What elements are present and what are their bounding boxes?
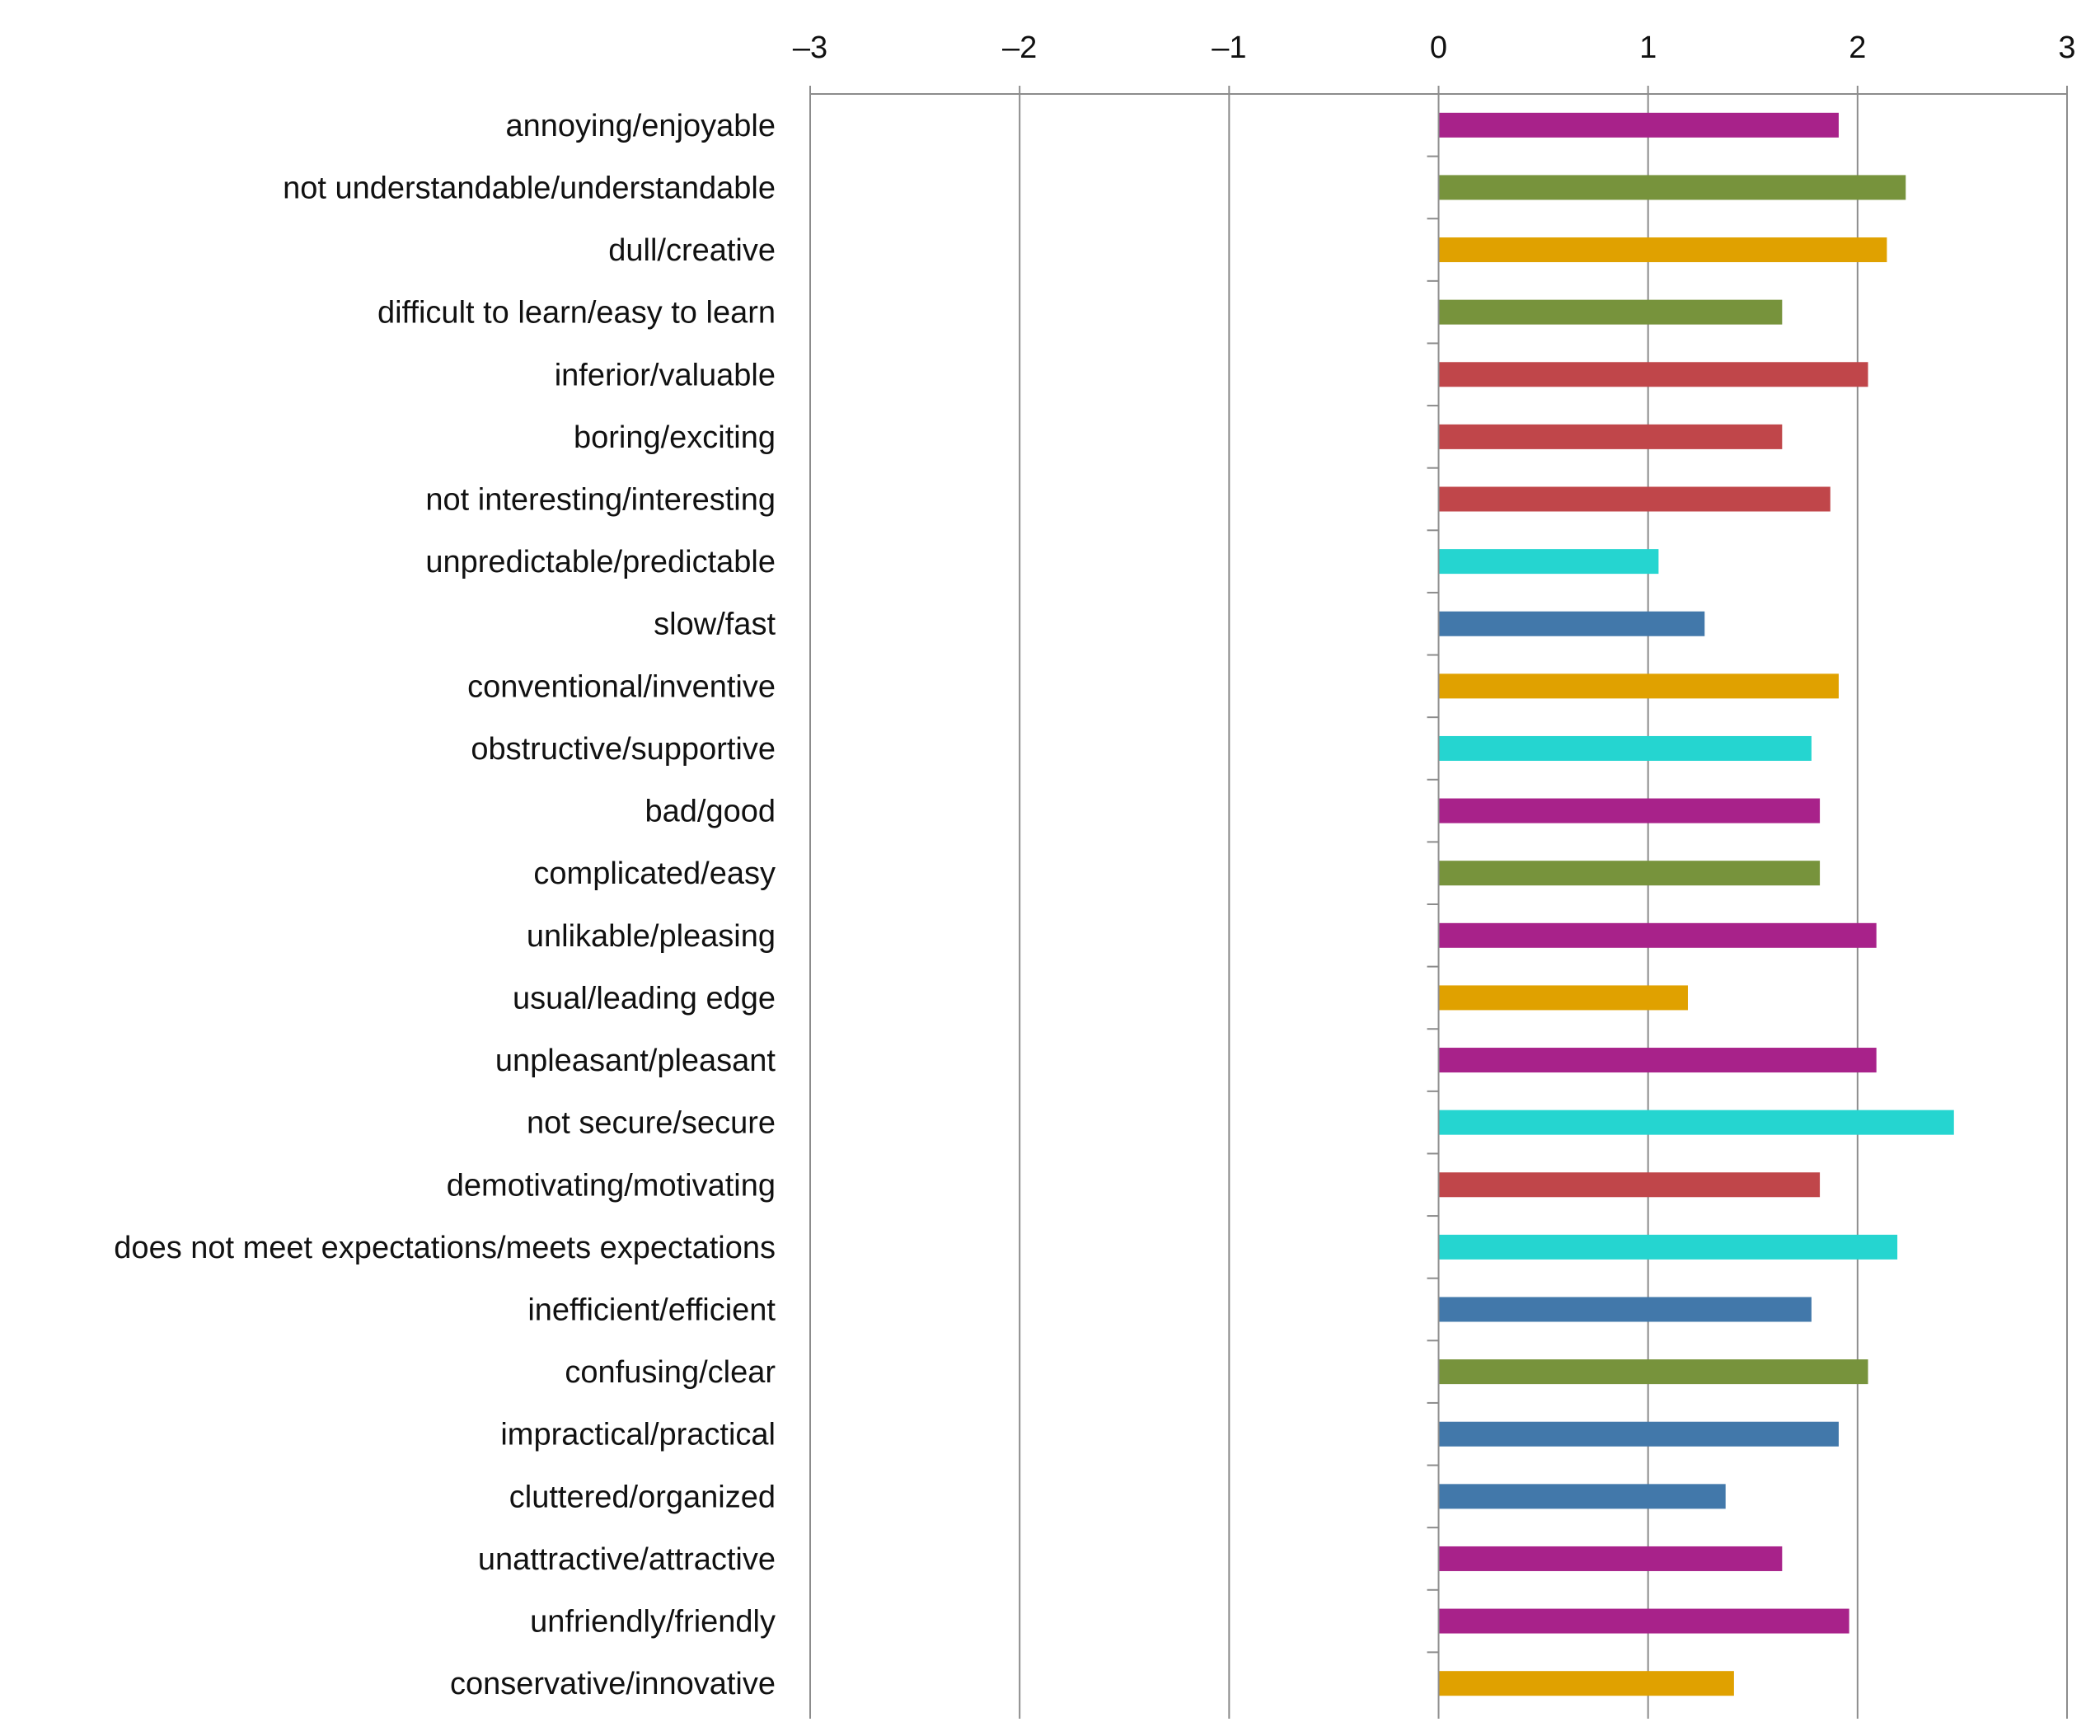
category-label: unpredictable/predictable [425,545,776,579]
category-label: difficult to learn/easy to learn [377,296,776,331]
x-tick-label: –2 [1002,30,1037,65]
x-tick-label: 2 [1849,30,1866,65]
x-tick-label: –3 [793,30,827,65]
bar [1438,922,1877,948]
category-label: not interesting/interesting [425,483,776,518]
bar [1438,1546,1783,1571]
category-label: boring/exciting [574,420,776,455]
category-label: conservative/innovative [450,1667,776,1701]
bar [1438,299,1783,325]
category-label: dull/creative [608,233,776,268]
category-label: unpleasant/pleasant [495,1044,776,1078]
bar [1438,1297,1812,1322]
category-label: does not meet expectations/meets expecta… [114,1231,776,1265]
bar [1438,1359,1868,1385]
category-labels: annoying/enjoyable not understandable/und… [114,109,776,1701]
axes [809,86,2068,1719]
category-label: conventional/inventive [467,669,776,704]
bar [1438,1172,1821,1198]
category-label: slow/fast [654,608,776,642]
bar [1438,673,1839,699]
bar [1438,861,1821,886]
category-label: inefficient/efficient [527,1293,776,1328]
category-label: annoying/enjoyable [506,109,776,143]
bar [1438,1234,1898,1260]
bar [1438,1048,1877,1073]
bar [1438,1484,1726,1509]
category-label: not secure/secure [527,1106,776,1141]
x-tick-label: –1 [1212,30,1246,65]
category-label: complicated/easy [533,856,776,891]
bar [1438,611,1705,636]
bar [1438,175,1906,200]
bar [1438,237,1887,263]
bar [1438,798,1821,823]
bar [1438,1421,1839,1447]
bar [1438,1110,1954,1135]
category-label: bad/good [645,795,776,829]
category-label: unfriendly/friendly [530,1605,776,1640]
bars [1438,112,1954,1696]
category-label: not understandable/understandable [283,171,776,205]
bar [1438,1671,1734,1696]
bar [1438,985,1688,1011]
category-label: unlikable/pleasing [527,919,776,954]
x-tick-label: 3 [2058,30,2075,65]
bar [1438,362,1868,387]
x-tick-label: 0 [1430,30,1447,65]
bar [1438,735,1812,761]
category-label: cluttered/organized [509,1480,776,1514]
x-tick-label: 1 [1639,30,1657,65]
category-label: usual/leading edge [513,981,776,1016]
category-label: demotivating/motivating [447,1168,776,1203]
bar [1438,549,1659,575]
bar [1438,1608,1849,1634]
x-tick-labels: –3 –2 –1 0 1 2 3 [793,30,2076,65]
category-label: impractical/practical [500,1418,776,1452]
bar [1438,424,1783,449]
bar [1438,486,1830,512]
category-label: unattractive/attractive [478,1542,776,1577]
bar [1438,112,1839,138]
category-label: confusing/clear [565,1355,776,1390]
category-label: inferior/valuable [555,358,776,392]
category-label: obstructive/supportive [471,732,776,767]
